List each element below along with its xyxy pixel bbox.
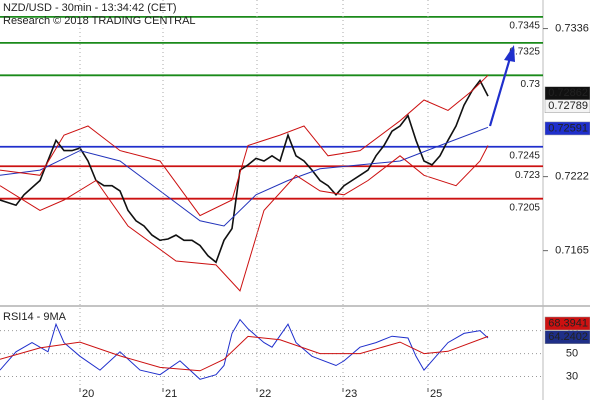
y-tick-label: 0.7222	[555, 171, 589, 183]
y-tick-label: 50	[566, 347, 578, 359]
x-tick-label: 25	[430, 388, 442, 400]
x-tick-label: 22	[259, 388, 271, 400]
x-tick-label: 20	[82, 388, 94, 400]
price-label: 64.2402	[548, 331, 588, 343]
series-line	[0, 74, 489, 217]
price-label: 0.72862	[548, 87, 588, 99]
price-label-box	[544, 121, 590, 136]
price-label-box	[544, 330, 590, 345]
series-line	[0, 318, 489, 380]
forecast-arrow	[488, 45, 515, 127]
level-label: 0.7205	[509, 202, 540, 213]
level-label: 0.7325	[509, 46, 540, 57]
x-tick-label: 21	[165, 388, 177, 400]
chart-subtitle: Research © 2018 TRADING CENTRAL	[3, 15, 196, 27]
price-label-box	[544, 99, 590, 113]
price-label: 0.72789	[548, 100, 588, 112]
level-label: 0.7345	[509, 21, 540, 32]
chart-title: NZD/USD - 30min - 13:34:42 (CET)	[3, 2, 177, 14]
price-label: 0.72591	[548, 122, 588, 134]
series-line	[0, 335, 489, 372]
level-label: 0.723	[515, 170, 540, 181]
y-tick-label: 0.7165	[555, 245, 589, 257]
level-label: 0.7245	[509, 150, 540, 161]
y-tick-label: 30	[566, 370, 578, 382]
rsi-title: RSI14 - 9MA	[3, 311, 67, 323]
series-line	[0, 126, 489, 227]
series-line	[0, 145, 489, 292]
y-tick-label: 0.7336	[555, 22, 589, 34]
price-label: 68.3941	[548, 317, 588, 329]
series-line	[0, 79, 489, 264]
level-label: 0.73	[521, 79, 541, 90]
x-tick-label: 23	[345, 388, 357, 400]
price-label-box	[544, 316, 590, 331]
